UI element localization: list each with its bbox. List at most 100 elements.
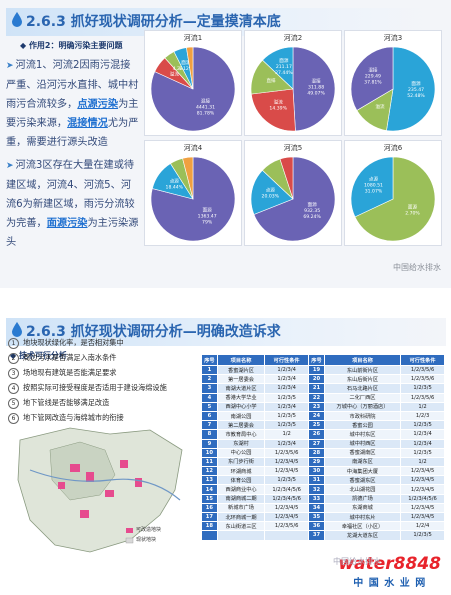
water-drop-icon <box>12 322 22 337</box>
slide-pollution-baseline: 2.6.3 抓好现状调研分析—定量摸清本底 ◆ 作用2：明确污染主要问题 ➤ 河流… <box>0 0 451 288</box>
pie-slice <box>250 169 294 215</box>
brand-main: water8848 <box>338 554 441 574</box>
table-cell: 万城中心（万丽酒店） <box>323 401 402 412</box>
pie-slice-label: 面源 <box>279 57 289 64</box>
table-cell: 1/2/3/5 <box>264 420 310 431</box>
table-cell: 城中村东区 <box>323 429 402 440</box>
pie-slice-label: 37.81% <box>364 80 382 86</box>
brand-sub: 中 国 水 业 网 <box>353 578 427 589</box>
table-cell: 9 <box>201 438 218 449</box>
pie-slice-label: 面源 <box>203 206 213 213</box>
pie-slice-label: 混接 <box>201 97 211 104</box>
table-cell: 1/2/4 <box>400 521 445 532</box>
pie-slice-label: 31.07% <box>365 189 383 195</box>
table-cell: 4 <box>201 392 218 403</box>
criteria-item: 3 场地现有建筑是否能满足要求 <box>8 365 198 380</box>
pie-slice-label: 49.07% <box>307 90 325 96</box>
table-cell: 17 <box>201 511 218 523</box>
table-cell: 香蜜湖东区 <box>323 475 402 486</box>
pie-slice-label: 溢流 <box>375 103 385 110</box>
table-cell: 中海集团大厦 <box>323 466 402 477</box>
table-cell: 南湖公园 <box>216 410 266 422</box>
pie-slice <box>386 46 436 132</box>
table-cell: 1/2/3 <box>400 410 445 422</box>
table-cell: 1/2/3/4/5 <box>264 502 310 514</box>
pie-slice-label: 27.44% <box>275 70 293 76</box>
table-row: 3 南湖大道片区 1/2/3/4 21 石马北路片区 1/2/3/5 <box>201 383 445 394</box>
table-cell: 1/2 <box>400 456 445 468</box>
table-cell: 1/2/3/4/5/6 <box>400 493 445 504</box>
table-cell: 东湖商城 <box>323 502 402 514</box>
table-cell: 西湖商业中心 <box>216 484 266 495</box>
table-cell: 石马北路片区 <box>323 383 402 394</box>
pie-slice-label: 混接 <box>311 77 321 84</box>
pie-chart-river-4: 河流4 面源 1363.47 79% 点源 18.44% <box>144 140 242 246</box>
table-cell: 1/2/3/4/5 <box>264 456 310 468</box>
table-cell: 1/2/3/5 <box>400 530 445 541</box>
table-cell: 市教育局中心 <box>216 429 266 440</box>
district-map <box>17 427 183 553</box>
table-cell: 东湖村 <box>216 438 266 449</box>
pie-slice-label: 69.24% <box>303 214 321 220</box>
pie-slice-label: 2.70% <box>405 210 420 216</box>
table-cell: 1/2/3/4/5 <box>400 502 445 514</box>
table-cell: 34 <box>308 502 325 514</box>
table-cell: 中心公园 <box>216 447 266 458</box>
table-row: 4 香港大学华业 1/2/3/5 22 二化厂西区 1/2/3/5/6 <box>201 392 445 403</box>
table-cell: 1/2/3/4 <box>264 374 310 385</box>
pie-slice <box>262 46 294 90</box>
analysis-paragraph-1: ➤ 河流1、河流2因雨污混接严重、沿河污水直排、城中村雨污合流较多，点源污染为主要… <box>6 60 139 148</box>
pie-title: 河流3 <box>383 34 403 42</box>
table-cell: 1/2/3/4/5 <box>400 484 445 495</box>
pie-slice <box>350 156 394 218</box>
table-cell: 幸福社区（小区） <box>323 521 402 532</box>
table-cell: 1/2/3/5 <box>264 475 310 486</box>
table-cell <box>201 530 218 541</box>
table-row: 11 东门步行街 1/2/3/4/5 29 南湖东区 1/2 <box>201 456 445 468</box>
table-row: 18 东山街道三区 1/2/3/5/6 36 幸福社区（小区） 1/2/4 <box>201 521 445 532</box>
table-cell: 东门步行街 <box>216 456 266 468</box>
table-cell: 2 <box>201 374 218 385</box>
pie-slice-label: 14.39% <box>269 106 287 112</box>
table-row: 2 第一居委会 1/2/3/4 20 东山后街片区 1/2/3/5/6 <box>201 374 445 385</box>
table-row: 14 西湖商业中心 1/2/3/4/5/6 32 北山湖花园 1/2/3/4/5 <box>201 484 445 495</box>
pie-slice <box>253 156 336 242</box>
table-cell: 19 <box>308 364 325 376</box>
pie-chart-river-5: 河流5 面源 932.35 69.24% 点源 20.03% <box>244 140 342 246</box>
pie-slice-label: 79% <box>202 219 213 225</box>
pie-slice-label: 81.78% <box>197 110 215 116</box>
table-cell: 北山湖花园 <box>323 484 402 495</box>
table-cell: 1/2/3/4/5 <box>400 466 445 477</box>
table-cell: 城中村东片 <box>323 511 402 523</box>
pie-slice-label: 311.88 <box>308 84 324 90</box>
table-cell: 11 <box>201 456 218 468</box>
table-row: 15 南湖商城二期 1/2/3/4/5/6 33 凯德广场 1/2/3/4/5/6 <box>201 493 445 504</box>
slide2-title-bar: 2.6.3 抓好现状调研分析—明确改造诉求 <box>6 318 446 346</box>
water-drop-icon <box>12 12 22 27</box>
legend-renovatable: 可改造地块 <box>136 527 162 533</box>
table-cell <box>264 530 310 541</box>
pie-title: 河流6 <box>383 144 403 152</box>
table-cell: 1/2/3/4/5 <box>400 475 445 486</box>
table-cell: 1/2/3/4 <box>264 364 310 376</box>
table-row: 7 第二居委会 1/2/3/5 25 香蜜公园 1/2/3/5 <box>201 420 445 431</box>
pie-slice-label: 52.48% <box>407 93 425 99</box>
table-cell: 环湖商城 <box>216 466 266 477</box>
table-cell: 1/2/3/4 <box>400 429 445 440</box>
table-row: 6 南湖公园 1/2/3/5 24 市政科研院 1/2/3 <box>201 410 445 422</box>
table-cell: 1/2/3/5 <box>264 392 310 403</box>
table-cell: 凯德广场 <box>323 493 402 504</box>
feasibility-criteria-list: 1 地块现状绿化率，是否相对集中 2 周边污水是否满足入南水条件 3 场地现有建筑是否… <box>8 335 198 425</box>
pie-chart-river-1: 河流1 混接 4441.31 81.78% 溢流 4.22% 面源 9.12% <box>144 30 242 136</box>
table-cell: 1/2 <box>400 401 445 412</box>
table-header-cell: 项目名称 <box>216 354 266 366</box>
table-cell: 1 <box>201 364 218 376</box>
pie-slice-label: 9.12% <box>179 66 194 72</box>
table-cell: 1/2/3/4 <box>264 401 310 412</box>
table-cell: 20 <box>308 374 325 385</box>
table-cell: 南湖大道片区 <box>216 383 266 394</box>
pie-slice <box>279 156 294 200</box>
pie-title: 河流1 <box>183 34 203 42</box>
slide1-subhead: ◆ 作用2：明确污染主要问题 <box>20 41 123 50</box>
table-cell: 1/2/3/4/5/6 <box>264 493 310 504</box>
